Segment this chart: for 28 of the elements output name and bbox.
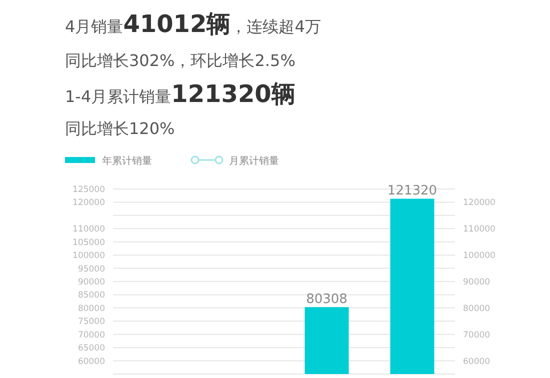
y-tick-label: 75000 [78,317,105,328]
y2-tick-label: 80000 [463,304,490,314]
y-tick-label: 100000 [72,251,105,262]
y-tick-label: 95000 [78,264,105,274]
y2-tick-label: 100000 [463,251,496,262]
y-tick-label: 125000 [72,185,105,195]
legend-label: 年累计销量 [102,155,152,167]
text: 同比增长120% [65,119,175,138]
y2-tick-label: 70000 [463,330,490,340]
y2-tick-label: 90000 [463,278,490,288]
y2-tick-label: 60000 [463,356,490,367]
y2-tick-label: 120000 [463,198,496,208]
text: 1-4月累计销量121320辆 [65,80,296,108]
y2-tick-label: 110000 [463,224,496,235]
y-tick-label: 60000 [78,356,105,367]
y-tick-label: 120000 [72,198,105,208]
legend-label: 月累计销量 [229,155,279,167]
data-label: 80308 [306,292,348,308]
y-tick-label: 80000 [78,304,105,314]
y-tick-label: 110000 [72,224,105,235]
y-tick-label: 90000 [78,278,105,288]
data-label: 121320 [387,184,438,199]
y-tick-label: 85000 [78,290,105,301]
text: 4月销量41012辆，连续超4万 [65,10,321,38]
y-tick-label: 65000 [78,344,105,354]
y-tick-label: 105000 [72,238,105,248]
text: 同比增长302%，环比增长2.5% [65,51,296,70]
y-tick-label: 70000 [78,330,105,340]
